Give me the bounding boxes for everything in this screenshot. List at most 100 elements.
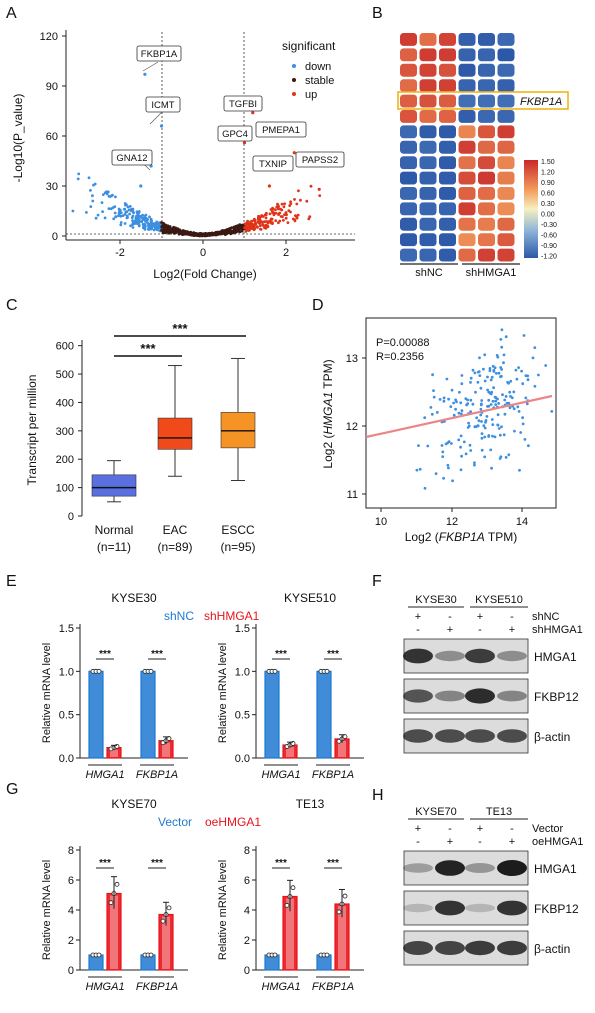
volcano-point (138, 220, 141, 223)
scatter-point (467, 421, 470, 425)
bar-data-point (148, 952, 154, 958)
volcano-point (135, 220, 139, 224)
volcano-point (128, 212, 132, 216)
scale-tick: -0.60 (541, 233, 557, 240)
volcano-point (130, 209, 133, 213)
gene-label-gpc4: GPC4 (222, 129, 248, 140)
gene-axis-label: FKBP1A (136, 981, 178, 993)
heatmap-cell (439, 140, 456, 154)
heatmap-cell (478, 79, 495, 93)
volcano-point (284, 216, 288, 220)
volcano-point (263, 226, 266, 230)
volcano-point (263, 213, 267, 217)
volcano-point (135, 214, 139, 218)
volcano-point (113, 211, 117, 215)
volcano-point (143, 225, 147, 228)
volcano-point (243, 226, 247, 230)
bar-ylabel: Relative mRNA level (217, 643, 229, 743)
volcano-point (297, 189, 300, 193)
scatter-point (460, 382, 464, 386)
panel-a-legend: significant down stable up (282, 39, 336, 101)
scatter-point (509, 379, 513, 383)
scale-tick: 1.20 (541, 170, 555, 177)
scatter-point (491, 423, 495, 426)
d-ytick: 12 (346, 421, 358, 433)
blot-sign: + (447, 836, 453, 848)
c-xlabel-normal: Normal (95, 523, 134, 537)
scatter-point (466, 398, 469, 402)
volcano-point (89, 205, 93, 209)
panel-b-letter: B (372, 5, 383, 22)
scatter-point (451, 479, 454, 483)
c-ytick-label: 400 (56, 397, 74, 409)
heatmap-cell (439, 248, 456, 262)
volcano-point (103, 216, 107, 220)
blot-sign: - (448, 823, 452, 835)
d-ytick: 11 (347, 489, 358, 501)
panel-e: E shNC shHMGA1 KYSE30 0.0 0.5 1.0 1.5 Relativ… (6, 573, 364, 781)
heatmap-cell (478, 140, 495, 154)
volcano-point (159, 124, 164, 128)
scatter-point (462, 440, 466, 444)
heatmap-cell (439, 217, 456, 231)
volcano-point (156, 222, 160, 226)
scatter-point (507, 401, 511, 405)
scatter-point (423, 486, 427, 490)
heatmap-cell (497, 63, 515, 77)
scatter-point (503, 398, 507, 402)
blot-sign: - (448, 611, 452, 623)
volcano-point (128, 205, 132, 208)
volcano-point (148, 215, 151, 219)
scatter-point (525, 402, 529, 406)
scatter-point (524, 374, 528, 378)
volcano-point (177, 232, 181, 236)
panel-h-letter: H (372, 787, 384, 804)
volcano-point (100, 201, 104, 205)
bar-ytick-label: 8 (68, 845, 74, 857)
scatter-point (440, 444, 444, 447)
bar-ytick-label: 2 (68, 935, 74, 947)
a-ytick-30: 30 (46, 181, 58, 193)
bar-chart-title: KYSE70 (111, 797, 157, 811)
bar-hatch (338, 740, 346, 757)
volcano-point (253, 217, 256, 221)
scatter-point (494, 399, 498, 403)
volcano-point (124, 203, 127, 207)
scatter-point (488, 367, 492, 370)
scatter-point (533, 384, 537, 388)
panel-g-letter: G (6, 781, 18, 798)
scatter-point (483, 426, 487, 430)
scatter-point (497, 427, 501, 430)
scatter-point (449, 405, 453, 408)
blot-cell-line: KYSE70 (415, 806, 457, 818)
scatter-point (497, 371, 501, 375)
scatter-point (499, 366, 503, 369)
d-ytick: 13 (346, 353, 358, 365)
volcano-point (119, 214, 123, 218)
volcano-point (138, 215, 141, 219)
blot-cell-line: KYSE30 (415, 594, 457, 606)
blot-sign: - (478, 624, 482, 636)
volcano-point (293, 198, 296, 201)
scatter-point (502, 353, 506, 357)
scatter-point (476, 424, 480, 428)
heatmap-cell (439, 48, 456, 62)
a-xtick-2: 2 (283, 247, 289, 259)
c-xlabel-escc-n: (n=95) (220, 540, 255, 554)
panel-a: A 0 30 60 90 120 -2 0 2 Log2(Fold Change… (6, 5, 355, 281)
blot-band (403, 903, 433, 913)
volcano-point (107, 194, 111, 198)
volcano-point (118, 209, 121, 213)
heatmap-cell (400, 33, 417, 46)
bar-ytick-label: 0.0 (59, 753, 74, 765)
volcano-point (248, 224, 252, 227)
bar-hatch (162, 916, 170, 969)
scatter-point (444, 442, 448, 446)
scatter-point (512, 407, 516, 411)
volcano-point (274, 211, 278, 215)
regression-line (365, 394, 553, 439)
blot-band (403, 863, 433, 873)
gene-label-txnip: TXNIP (259, 159, 287, 170)
volcano-point (152, 228, 156, 232)
scatter-point (478, 374, 482, 377)
